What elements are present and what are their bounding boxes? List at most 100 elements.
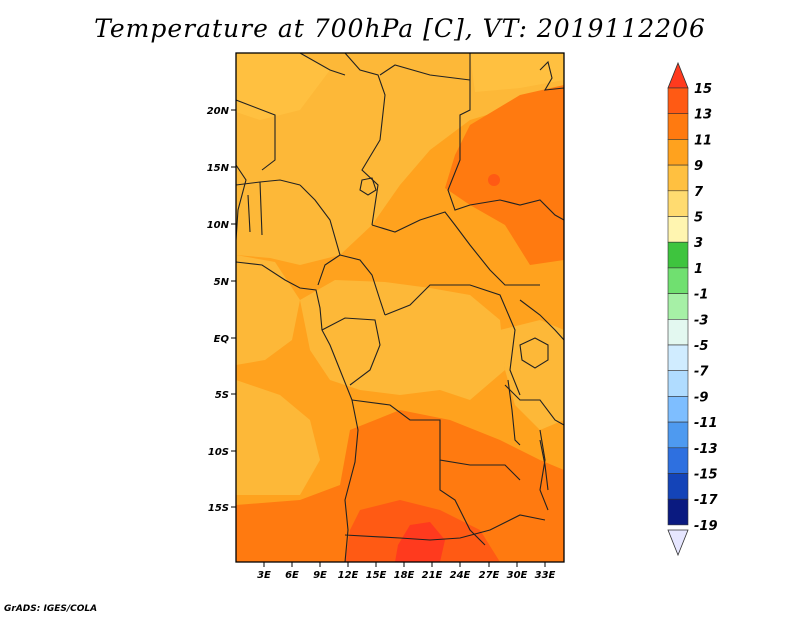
lon-tick: 30E bbox=[507, 562, 528, 581]
map-frame bbox=[235, 52, 565, 563]
field-northeast-hot bbox=[445, 85, 564, 265]
lat-label: 20N bbox=[207, 106, 230, 117]
red-sea-coast bbox=[539, 60, 564, 91]
lon-tick: 27E bbox=[479, 562, 500, 581]
lat-label: 15S bbox=[208, 503, 229, 514]
colorbar-swatch bbox=[667, 318, 689, 346]
colorbar-label: -11 bbox=[694, 416, 718, 431]
colorbar-label: 7 bbox=[694, 185, 704, 200]
colorbar-label: -13 bbox=[694, 442, 718, 457]
colorbar-swatch bbox=[667, 447, 689, 474]
border-cameroon-car bbox=[339, 254, 386, 316]
lon-tick: 9E bbox=[313, 562, 327, 581]
lon-label: 9E bbox=[313, 570, 327, 581]
colorbar-swatch bbox=[667, 241, 689, 269]
colorbar-swatch bbox=[667, 87, 689, 115]
colorbar-label: -9 bbox=[694, 390, 708, 405]
border-chad-car bbox=[371, 211, 540, 286]
colorbar-swatch bbox=[667, 421, 689, 449]
colorbar-label: -3 bbox=[694, 313, 708, 328]
latitude-axis: 20N 15N 10N 5N EQ 5S 10S 15S bbox=[207, 106, 236, 514]
colorbar-label: 3 bbox=[694, 236, 703, 251]
border-sudan-south bbox=[469, 199, 564, 221]
border-gabon-congo bbox=[321, 317, 381, 386]
lon-tick: 15E bbox=[366, 562, 387, 581]
colorbar-swatch bbox=[667, 293, 689, 320]
field-north-warm-band bbox=[236, 53, 564, 265]
lon-tick: 12E bbox=[338, 562, 359, 581]
lat-tick: 10S bbox=[208, 447, 236, 458]
lake-malawi bbox=[539, 439, 549, 491]
lat-label: 10S bbox=[208, 447, 229, 458]
field-northeast-light bbox=[470, 53, 564, 92]
colorbar-swatch bbox=[667, 113, 689, 140]
lat-tick: 5S bbox=[215, 390, 236, 401]
field-sudan-spot bbox=[488, 174, 500, 186]
border-egypt-sudan bbox=[447, 53, 471, 211]
lat-tick: 20N bbox=[207, 106, 236, 117]
field-central-warm bbox=[300, 280, 505, 400]
colorbar-swatch bbox=[667, 370, 689, 397]
colorbar-label: -1 bbox=[694, 288, 708, 303]
lon-tick: 6E bbox=[285, 562, 299, 581]
lon-label: 33E bbox=[535, 570, 556, 581]
colorbar-swatch bbox=[667, 216, 689, 243]
lon-tick: 3E bbox=[257, 562, 271, 581]
lon-tick: 33E bbox=[535, 562, 556, 581]
lon-tick: 21E bbox=[422, 562, 443, 581]
border-nigeria-cameroon bbox=[299, 184, 341, 286]
lat-label: 5S bbox=[215, 390, 229, 401]
border-angola-zambia bbox=[439, 460, 486, 546]
field-southern-hot bbox=[236, 410, 564, 562]
lon-label: 30E bbox=[507, 570, 528, 581]
colorbar-swatch bbox=[667, 164, 689, 192]
lat-label: EQ bbox=[214, 334, 230, 345]
lat-label: 15N bbox=[207, 163, 230, 174]
field-southern-hottest bbox=[395, 522, 445, 562]
colorbar-swatch bbox=[667, 473, 689, 500]
border-angola-drc bbox=[351, 399, 521, 481]
lat-tick: 15N bbox=[207, 163, 236, 174]
lat-tick: EQ bbox=[214, 334, 236, 345]
colorbar-label: 1 bbox=[694, 262, 703, 277]
lon-label: 6E bbox=[285, 570, 299, 581]
border-east-africa bbox=[504, 299, 564, 511]
chart-title: Temperature at 700hPa [C], VT: 201911220… bbox=[94, 14, 706, 43]
colorbar-label: 11 bbox=[694, 133, 712, 148]
colorbar-top-arrow bbox=[667, 61, 689, 89]
field-northwest-tongue bbox=[236, 255, 300, 365]
lon-label: 21E bbox=[422, 570, 443, 581]
border-west-sahel bbox=[236, 179, 301, 236]
colorbar-label: 15 bbox=[694, 82, 712, 97]
border-congo-drc bbox=[384, 284, 521, 396]
colorbar-swatch bbox=[667, 139, 689, 166]
lake-victoria bbox=[519, 337, 549, 369]
lon-label: 18E bbox=[394, 570, 415, 581]
lon-label: 3E bbox=[257, 570, 271, 581]
lon-tick: 24E bbox=[450, 562, 471, 581]
lake-chad bbox=[359, 177, 377, 196]
country-borders bbox=[236, 53, 564, 562]
lat-tick: 10N bbox=[207, 220, 236, 231]
colorbar-swatch bbox=[667, 190, 689, 217]
border-northwest bbox=[236, 53, 471, 171]
colorbar-label: -15 bbox=[694, 468, 718, 483]
colorbar-label: -5 bbox=[694, 339, 708, 354]
longitude-axis: 3E 6E 9E 12E 15E 18E 21E 24E 27E 30E 33E bbox=[257, 562, 556, 581]
lon-label: 15E bbox=[366, 570, 387, 581]
field-northwest-light bbox=[236, 53, 330, 120]
border-namibia-botswana bbox=[344, 514, 546, 541]
colorbar-label: 5 bbox=[694, 211, 703, 226]
colorbar-label: -19 bbox=[694, 519, 718, 534]
colorbar-label: -7 bbox=[694, 365, 709, 380]
lat-tick: 15S bbox=[208, 503, 236, 514]
colorbar-swatch bbox=[667, 396, 689, 423]
border-niger-chad-libya bbox=[344, 53, 386, 226]
colorbar-swatch bbox=[667, 344, 689, 372]
lon-label: 27E bbox=[479, 570, 500, 581]
coastline-west-africa bbox=[236, 164, 359, 562]
lon-label: 12E bbox=[338, 570, 359, 581]
colorbar-label: 9 bbox=[694, 159, 703, 174]
lat-label: 5N bbox=[214, 277, 230, 288]
